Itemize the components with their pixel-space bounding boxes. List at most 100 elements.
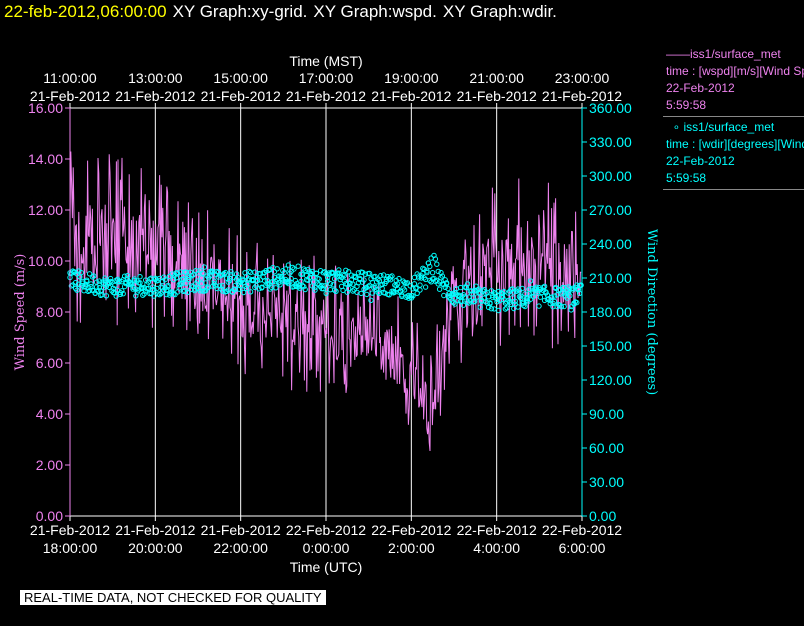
wdir-point bbox=[567, 293, 573, 299]
wdir-point bbox=[435, 268, 441, 275]
wdir-point bbox=[102, 278, 108, 284]
wdir-point bbox=[246, 268, 252, 275]
header-graph-wdir[interactable]: XY Graph:wdir. bbox=[442, 2, 557, 21]
legend-entry-wspd[interactable]: ——iss1/surface_met time : [wspd][m/s][Wi… bbox=[663, 44, 804, 117]
wdir-point bbox=[228, 269, 234, 275]
right-tick-label: 120.00 bbox=[589, 372, 632, 388]
wdir-point bbox=[277, 282, 283, 288]
wdir-point bbox=[200, 270, 206, 276]
bottom-tick-time: 0:00:00 bbox=[303, 540, 350, 556]
wdir-point bbox=[322, 283, 328, 289]
bottom-tick-time: 18:00:00 bbox=[43, 540, 98, 556]
wdir-point bbox=[372, 273, 378, 280]
wdir-point bbox=[410, 286, 416, 292]
wdir-point bbox=[121, 273, 128, 279]
wdir-point bbox=[165, 282, 171, 289]
bottom-axis-title: Time (UTC) bbox=[290, 559, 363, 575]
wdir-point bbox=[494, 299, 500, 305]
wdir-point bbox=[172, 291, 178, 298]
wdir-point bbox=[274, 266, 280, 272]
wdir-point bbox=[522, 303, 528, 310]
wdir-point bbox=[512, 298, 518, 304]
wdir-point bbox=[488, 306, 495, 312]
wdir-point bbox=[567, 286, 573, 292]
wdir-point bbox=[439, 273, 446, 279]
left-tick-label: 10.00 bbox=[28, 253, 63, 269]
wdir-point bbox=[464, 281, 471, 287]
wdir-point bbox=[445, 285, 451, 292]
top-tick-time: 13:00:00 bbox=[128, 70, 183, 86]
wdir-point bbox=[569, 285, 576, 291]
wdir-point bbox=[74, 287, 80, 293]
legend-series-date: 22-Feb-2012 bbox=[666, 154, 735, 168]
wdir-point bbox=[190, 272, 196, 278]
wdir-point bbox=[537, 294, 544, 300]
bottom-tick-time: 2:00:00 bbox=[388, 540, 435, 556]
wdir-point bbox=[284, 279, 290, 285]
wdir-point bbox=[320, 286, 327, 292]
right-tick-label: 240.00 bbox=[589, 236, 632, 252]
top-tick-date: 21-Feb-2012 bbox=[371, 88, 451, 104]
quality-note: REAL-TIME DATA, NOT CHECKED FOR QUALITY bbox=[20, 590, 326, 605]
wdir-point bbox=[333, 288, 339, 294]
wdir-point bbox=[551, 298, 558, 305]
wdir-point bbox=[100, 285, 107, 291]
bottom-tick-date: 22-Feb-2012 bbox=[542, 522, 622, 538]
wdir-point bbox=[240, 289, 247, 296]
wdir-point bbox=[373, 286, 380, 293]
wdir-point bbox=[203, 280, 209, 286]
wdir-point bbox=[121, 283, 128, 290]
legend-entry-wdir[interactable]: ∘ iss1/surface_met time : [wdir][degrees… bbox=[663, 117, 804, 190]
wdir-point bbox=[509, 295, 516, 301]
wdir-point bbox=[574, 299, 580, 306]
wdir-point bbox=[120, 291, 126, 297]
top-tick-date: 21-Feb-2012 bbox=[115, 88, 195, 104]
wdir-point bbox=[386, 292, 392, 298]
wdir-point bbox=[460, 302, 467, 308]
wdir-series-points bbox=[67, 252, 584, 314]
wdir-point bbox=[366, 270, 373, 277]
wdir-point bbox=[561, 303, 567, 310]
wdir-point bbox=[410, 293, 416, 299]
wdir-point bbox=[551, 293, 558, 299]
wdir-point bbox=[273, 285, 279, 291]
wdir-point bbox=[137, 280, 143, 286]
wdir-point bbox=[364, 291, 370, 298]
wdir-point bbox=[494, 296, 500, 302]
left-tick-label: 8.00 bbox=[36, 304, 63, 320]
wdir-point bbox=[417, 282, 423, 288]
wdir-point bbox=[91, 273, 97, 279]
wdir-point bbox=[78, 269, 84, 276]
wdir-point bbox=[350, 281, 356, 287]
wdir-point bbox=[82, 283, 89, 289]
wdir-point bbox=[289, 264, 296, 271]
top-tick-time: 17:00:00 bbox=[299, 70, 354, 86]
wdir-point bbox=[247, 289, 254, 295]
wdir-point bbox=[527, 278, 534, 284]
wdir-point bbox=[226, 277, 233, 284]
wdir-point bbox=[424, 269, 430, 276]
wdir-point bbox=[369, 290, 376, 296]
wdir-point bbox=[305, 277, 311, 283]
wdir-point bbox=[299, 282, 306, 289]
right-axis-title: Wind Direction (degrees) bbox=[644, 229, 659, 395]
wdir-point bbox=[72, 279, 79, 286]
legend: ——iss1/surface_met time : [wspd][m/s][Wi… bbox=[663, 44, 804, 190]
wdir-point bbox=[511, 289, 517, 295]
legend-series-desc: time : [wspd][m/s][Wind Speed] bbox=[666, 64, 804, 78]
wdir-point bbox=[324, 275, 331, 281]
wdir-point bbox=[162, 276, 168, 283]
left-tick-label: 14.00 bbox=[28, 151, 63, 167]
wdir-point bbox=[341, 272, 348, 279]
wdir-point bbox=[294, 280, 300, 287]
wdir-point bbox=[295, 263, 301, 269]
wdir-point bbox=[548, 294, 555, 300]
wdir-point bbox=[165, 284, 171, 290]
header-graph-wspd[interactable]: XY Graph:wspd. bbox=[313, 2, 437, 21]
wdir-point bbox=[285, 262, 292, 268]
wdir-point bbox=[85, 285, 91, 291]
header-graph-xy-grid[interactable]: XY Graph:xy-grid. bbox=[172, 2, 308, 21]
wdir-point bbox=[533, 284, 539, 290]
wdir-point bbox=[401, 287, 408, 293]
